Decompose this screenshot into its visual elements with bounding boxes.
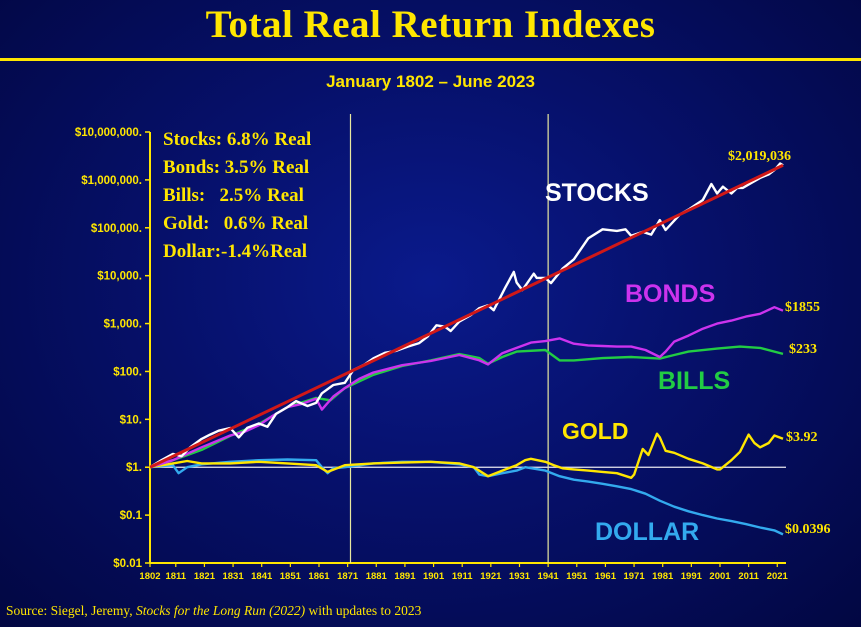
x-tick-label: 1891 (394, 571, 416, 582)
x-tick-label: 1981 (652, 571, 674, 582)
y-tick-label: $0.01 (113, 558, 142, 570)
x-tick-label: 1901 (423, 571, 445, 582)
x-tick-label: 2001 (709, 571, 731, 582)
end-value-stocks: $2,019,036 (728, 149, 791, 164)
source-prefix: Source: Siegel, Jeremy, (6, 603, 136, 618)
series-label-dollar: DOLLAR (595, 518, 699, 546)
series-label-stocks: STOCKS (545, 179, 649, 207)
stat-bills: Bills: 2.5% Real (163, 185, 304, 206)
x-tick-label: 1921 (480, 571, 502, 582)
series-label-gold: GOLD (562, 418, 628, 444)
x-tick-label: 2021 (767, 571, 789, 582)
series-line-gold (149, 432, 784, 479)
x-tick-label: 1821 (194, 571, 216, 582)
y-tick-label: $100,000. (91, 223, 142, 235)
end-value-bonds: $1855 (785, 300, 820, 315)
end-value-bills: $233 (789, 342, 817, 357)
x-tick-label: 1802 (139, 571, 160, 582)
source-book: Stocks for the Long Run (2022) (135, 603, 306, 618)
x-tick-label: 1941 (538, 571, 560, 582)
y-tick-label: $0.1 (120, 510, 143, 522)
x-tick-label: 1971 (623, 571, 645, 582)
x-tick-label: 2011 (738, 571, 759, 582)
stat-gold: Gold: 0.6% Real (163, 213, 309, 234)
series-label-bonds: BONDS (625, 280, 715, 308)
source-note: Source: Siegel, Jeremy, Stocks for the L… (6, 603, 421, 619)
stat-stocks: Stocks: 6.8% Real (163, 129, 312, 150)
chart-subtitle: January 1802 – June 2023 (326, 72, 535, 91)
stat-dollar: Dollar:-1.4%Real (163, 241, 308, 262)
chart-title: Total Real Return Indexes (205, 3, 656, 46)
x-tick-label: 1811 (165, 571, 186, 582)
source-suffix: with updates to 2023 (305, 603, 422, 618)
y-tick-label: $10,000,000. (75, 127, 142, 139)
y-tick-label: $1. (126, 462, 142, 474)
x-tick-label: 1881 (366, 571, 388, 582)
stocks-trend-line (149, 163, 784, 469)
y-tick-label: $100. (113, 366, 142, 378)
x-tick-label: 1961 (595, 571, 617, 582)
title-rule (0, 58, 861, 61)
x-tick-label: 1991 (681, 571, 703, 582)
x-tick-label: 1951 (566, 571, 588, 582)
stat-bonds: Bonds: 3.5% Real (163, 157, 310, 178)
series-line-dollar (149, 458, 784, 536)
y-tick-label: $1,000. (104, 319, 142, 331)
y-tick-label: $10. (120, 414, 142, 426)
y-tick-label: $10,000. (97, 271, 142, 283)
x-tick-label: 1871 (337, 571, 359, 582)
end-value-dollar: $0.0396 (785, 522, 831, 537)
series-line-bills (149, 345, 784, 469)
x-tick-label: 1911 (452, 571, 473, 582)
end-value-gold: $3.92 (786, 430, 818, 445)
x-tick-label: 1931 (509, 571, 531, 582)
x-tick-label: 1841 (251, 571, 273, 582)
y-tick-label: $1,000,000. (81, 175, 142, 187)
x-tick-label: 1851 (280, 571, 302, 582)
real-return-stats: Stocks: 6.8% Real Bonds: 3.5% Real Bills… (163, 126, 311, 266)
x-tick-label: 1861 (308, 571, 330, 582)
x-tick-label: 1831 (222, 571, 244, 582)
series-label-bills: BILLS (658, 367, 730, 395)
